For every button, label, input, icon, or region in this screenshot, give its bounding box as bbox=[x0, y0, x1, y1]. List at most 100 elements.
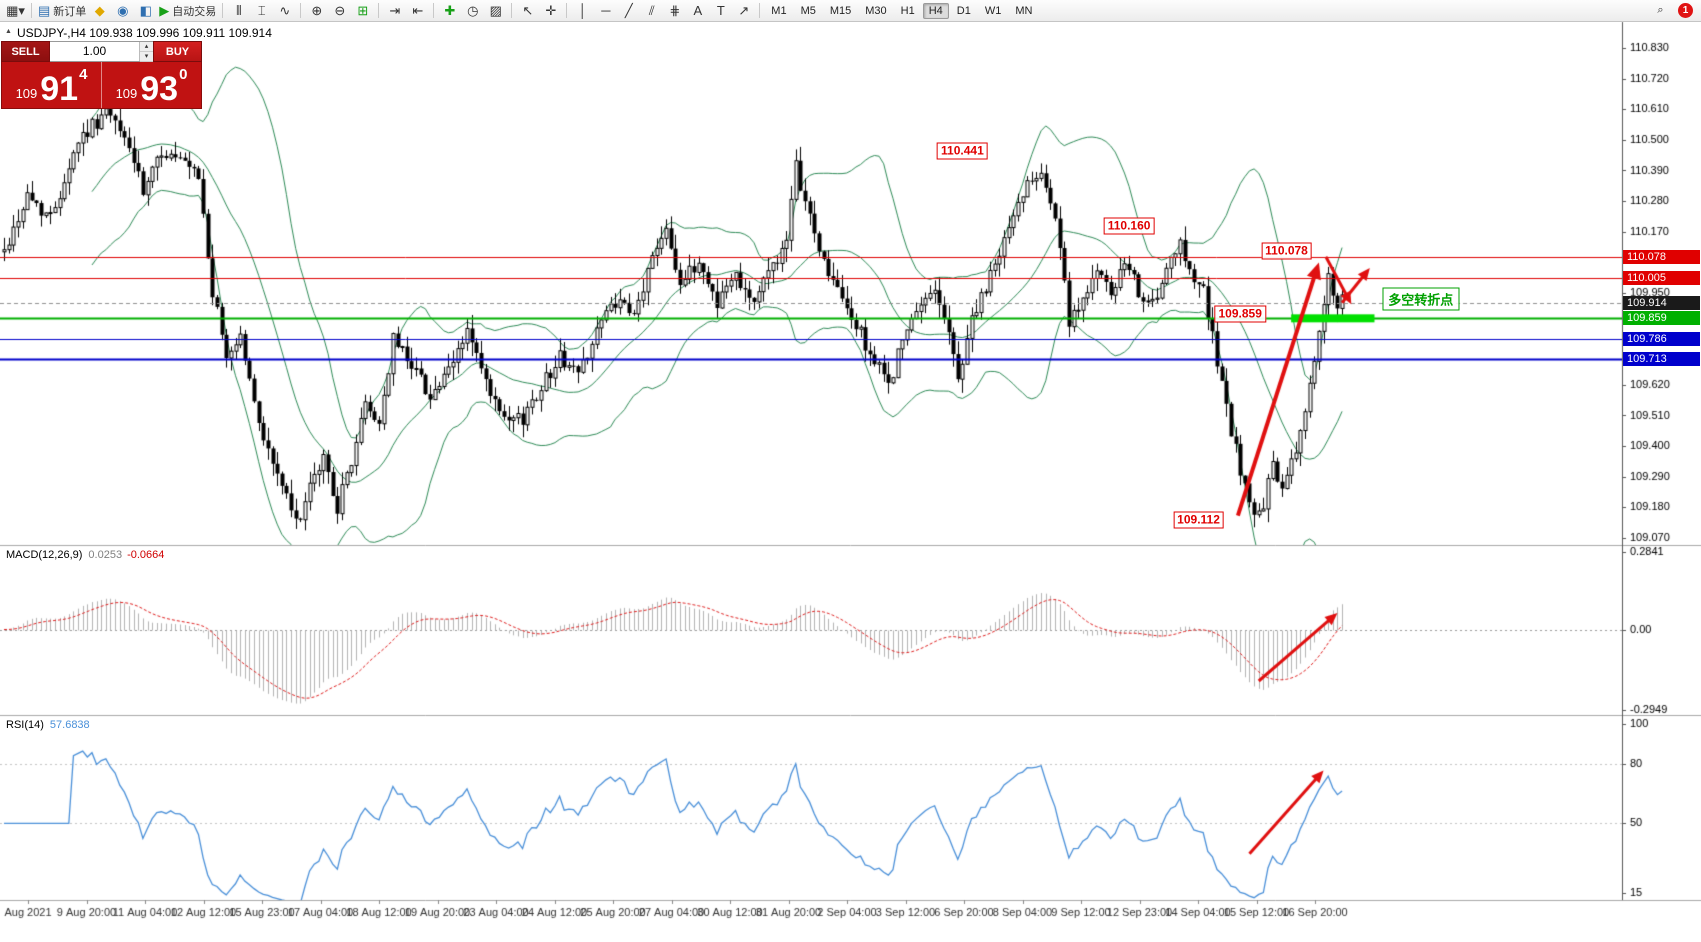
price-annotation-109-859[interactable]: 109.859 bbox=[1214, 305, 1266, 323]
price-annotation-110-441[interactable]: 110.441 bbox=[937, 142, 988, 160]
label-button[interactable]: T bbox=[709, 2, 732, 20]
sell-price-display[interactable]: 109 91 4 bbox=[2, 62, 101, 108]
auto-trading-button[interactable]: ▶ 自动交易 bbox=[157, 2, 218, 20]
horizontal-line-button[interactable]: ─ bbox=[594, 2, 617, 20]
timeframe-m15[interactable]: M15 bbox=[829, 4, 852, 17]
data-window-button-icon: ◧ bbox=[139, 3, 152, 18]
toolbar-separator bbox=[378, 3, 380, 18]
timeframe-h4[interactable]: H4 bbox=[922, 2, 949, 19]
rsi-value: 57.6838 bbox=[49, 719, 90, 731]
chart-shift-button[interactable]: ⇤ bbox=[406, 2, 429, 20]
horizontal-line-button-icon: ─ bbox=[601, 3, 611, 18]
buy-price-display[interactable]: 109 93 0 bbox=[102, 62, 201, 108]
bar-chart-button[interactable]: ⫴ bbox=[227, 2, 250, 20]
buy-price-pip: 0 bbox=[179, 66, 188, 83]
chart-shift-button-icon: ⇤ bbox=[412, 3, 424, 18]
templates-button[interactable]: ▨ bbox=[484, 2, 507, 20]
channel-button[interactable]: ⫽ bbox=[640, 2, 663, 20]
main-toolbar: ▦▾ ▤ 新订单 ◆ ◉ ◧ ▶ 自动交易 ⫴ ⌶ ∿ ⊕ ⊖ ⊞ ⇥ ⇤ ✚ ◷ ▨ ↖ ✛ │ ─ ╱ ⫽ ⋕ A T ↗ M1 M5 M… bbox=[0, 0, 1701, 22]
indicators-button[interactable]: ✚ bbox=[438, 2, 461, 20]
auto-scroll-button-icon: ⇥ bbox=[389, 3, 401, 18]
cursor-button-icon: ↖ bbox=[522, 3, 534, 18]
crosshair-button-icon: ✛ bbox=[545, 3, 557, 18]
sell-price-pip: 4 bbox=[79, 66, 88, 83]
zoom-out-button-icon: ⊖ bbox=[334, 3, 346, 18]
toolbar-separator bbox=[31, 3, 32, 18]
templates-button-icon: ▨ bbox=[489, 3, 502, 18]
macd-value-main: 0.0253 bbox=[88, 549, 123, 561]
toolbar-separator bbox=[511, 3, 513, 18]
zoom-in-button-icon: ⊕ bbox=[311, 3, 323, 18]
rsi-label: RSI(14) 57.6838 bbox=[6, 719, 90, 731]
one-click-trading-panel: SELL 1.00 ▴ ▾ BUY 109 91 4 109 93 0 bbox=[1, 41, 202, 109]
toolbar-separator bbox=[300, 3, 302, 18]
periods-button-icon: ◷ bbox=[467, 3, 479, 18]
chart-window-menu[interactable]: ▦▾ bbox=[4, 2, 27, 20]
sell-button[interactable]: SELL bbox=[1, 41, 50, 62]
tile-windows-button[interactable]: ⊞ bbox=[351, 2, 374, 20]
axis-price-marker-109-786: 109.786 bbox=[1623, 331, 1700, 346]
trendline-button[interactable]: ╱ bbox=[617, 2, 640, 20]
candlestick-button-icon: ⌶ bbox=[257, 3, 266, 18]
new-order-button-label: 新订单 bbox=[53, 5, 87, 18]
periods-button[interactable]: ◷ bbox=[461, 2, 484, 20]
collapse-chart-icon[interactable]: ▲ bbox=[5, 28, 12, 35]
buy-price-big: 93 bbox=[140, 70, 179, 108]
volume-field[interactable]: 1.00 ▴ ▾ bbox=[50, 41, 153, 62]
timeframe-m1[interactable]: M1 bbox=[771, 4, 787, 17]
channel-button-icon: ⫽ bbox=[648, 3, 655, 18]
candlestick-button[interactable]: ⌶ bbox=[250, 2, 273, 20]
label-button-icon: T bbox=[716, 3, 725, 18]
macd-name: MACD(12,26,9) bbox=[6, 549, 83, 561]
notifications-badge[interactable]: 1 bbox=[1678, 3, 1693, 18]
fibonacci-button[interactable]: ⋕ bbox=[663, 2, 686, 20]
timeframe-m5[interactable]: M5 bbox=[800, 4, 816, 17]
timeframe-d1[interactable]: D1 bbox=[956, 4, 971, 17]
market-watch-button[interactable]: ◉ bbox=[111, 2, 134, 20]
bar-chart-button-icon: ⫴ bbox=[236, 3, 242, 18]
vertical-line-button[interactable]: │ bbox=[571, 2, 594, 20]
toolbar-separator bbox=[566, 3, 568, 18]
sell-price-big: 91 bbox=[40, 70, 79, 108]
line-chart-button-icon: ∿ bbox=[279, 3, 291, 18]
crosshair-button[interactable]: ✛ bbox=[539, 2, 562, 20]
sound-button[interactable]: ◆ bbox=[88, 2, 111, 20]
volume-value[interactable]: 1.00 bbox=[82, 44, 107, 58]
buy-button[interactable]: BUY bbox=[153, 41, 202, 62]
new-order-button-icon: ▤ bbox=[38, 3, 51, 18]
chart-window-menu-icon: ▦▾ bbox=[6, 3, 25, 18]
timeframe-h1[interactable]: H1 bbox=[900, 4, 915, 17]
price-annotation-110-078[interactable]: 110.078 bbox=[1261, 242, 1312, 260]
toolbar-separator bbox=[433, 3, 435, 18]
data-window-button[interactable]: ◧ bbox=[134, 2, 157, 20]
zoom-out-button[interactable]: ⊖ bbox=[328, 2, 351, 20]
line-chart-button[interactable]: ∿ bbox=[273, 2, 296, 20]
vertical-line-button-icon: │ bbox=[578, 3, 587, 18]
arrows-button[interactable]: ↗ bbox=[732, 2, 755, 20]
search-icon[interactable]: ⌕ bbox=[1657, 4, 1664, 16]
timeframe-w1[interactable]: W1 bbox=[984, 4, 1002, 17]
price-annotation-109-112[interactable]: 109.112 bbox=[1173, 511, 1224, 529]
volume-down-button[interactable]: ▾ bbox=[140, 52, 153, 62]
price-annotation-110-160[interactable]: 110.160 bbox=[1103, 217, 1155, 235]
chart-title: USDJPY-,H4 109.938 109.996 109.911 109.9… bbox=[17, 26, 272, 40]
axis-price-marker-109-859: 109.859 bbox=[1623, 311, 1700, 326]
toolbar-separator bbox=[222, 3, 224, 18]
text-button[interactable]: A bbox=[686, 2, 709, 20]
toolbar-separator bbox=[759, 3, 761, 18]
auto-trading-button-icon: ▶ bbox=[159, 3, 170, 18]
timeframe-m30[interactable]: M30 bbox=[865, 4, 887, 17]
axis-price-marker-109-713: 109.713 bbox=[1623, 351, 1700, 366]
zoom-in-button[interactable]: ⊕ bbox=[305, 2, 328, 20]
auto-scroll-button[interactable]: ⇥ bbox=[383, 2, 406, 20]
volume-up-button[interactable]: ▴ bbox=[140, 42, 153, 52]
timeframe-mn[interactable]: MN bbox=[1015, 4, 1033, 17]
sell-price-prefix: 109 bbox=[15, 86, 38, 101]
axis-price-marker-110-005: 110.005 bbox=[1623, 270, 1700, 285]
turning-point-annotation[interactable]: 多空转折点 bbox=[1382, 287, 1460, 311]
new-order-button[interactable]: ▤ 新订单 bbox=[36, 2, 88, 20]
buy-price-prefix: 109 bbox=[115, 86, 138, 101]
cursor-button[interactable]: ↖ bbox=[516, 2, 539, 20]
